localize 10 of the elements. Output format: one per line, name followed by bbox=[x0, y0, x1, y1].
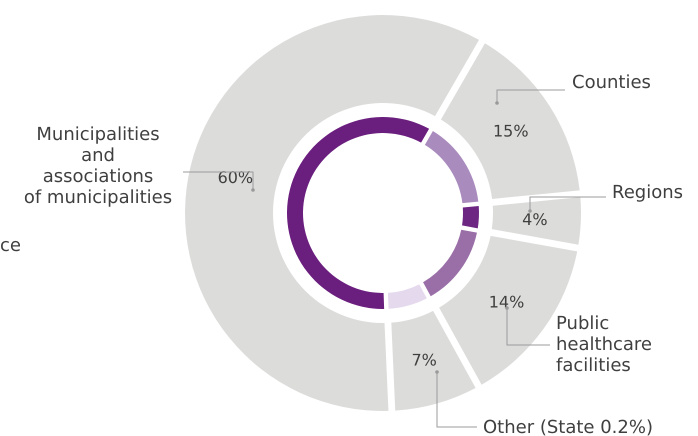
slice-label: Regions bbox=[612, 182, 683, 203]
data-label: 4% bbox=[522, 210, 548, 230]
slice-label: Other (State 0.2%) bbox=[483, 417, 653, 436]
slice-label: Public healthcare facilities bbox=[556, 313, 652, 376]
data-label: 7% bbox=[411, 350, 437, 370]
slice-label: Municipalities and associations of municipalities bbox=[24, 124, 172, 208]
data-label: 15% bbox=[493, 122, 529, 141]
slice-label: Counties bbox=[572, 72, 651, 93]
data-label: 14% bbox=[488, 292, 524, 312]
text: ce bbox=[0, 235, 21, 256]
